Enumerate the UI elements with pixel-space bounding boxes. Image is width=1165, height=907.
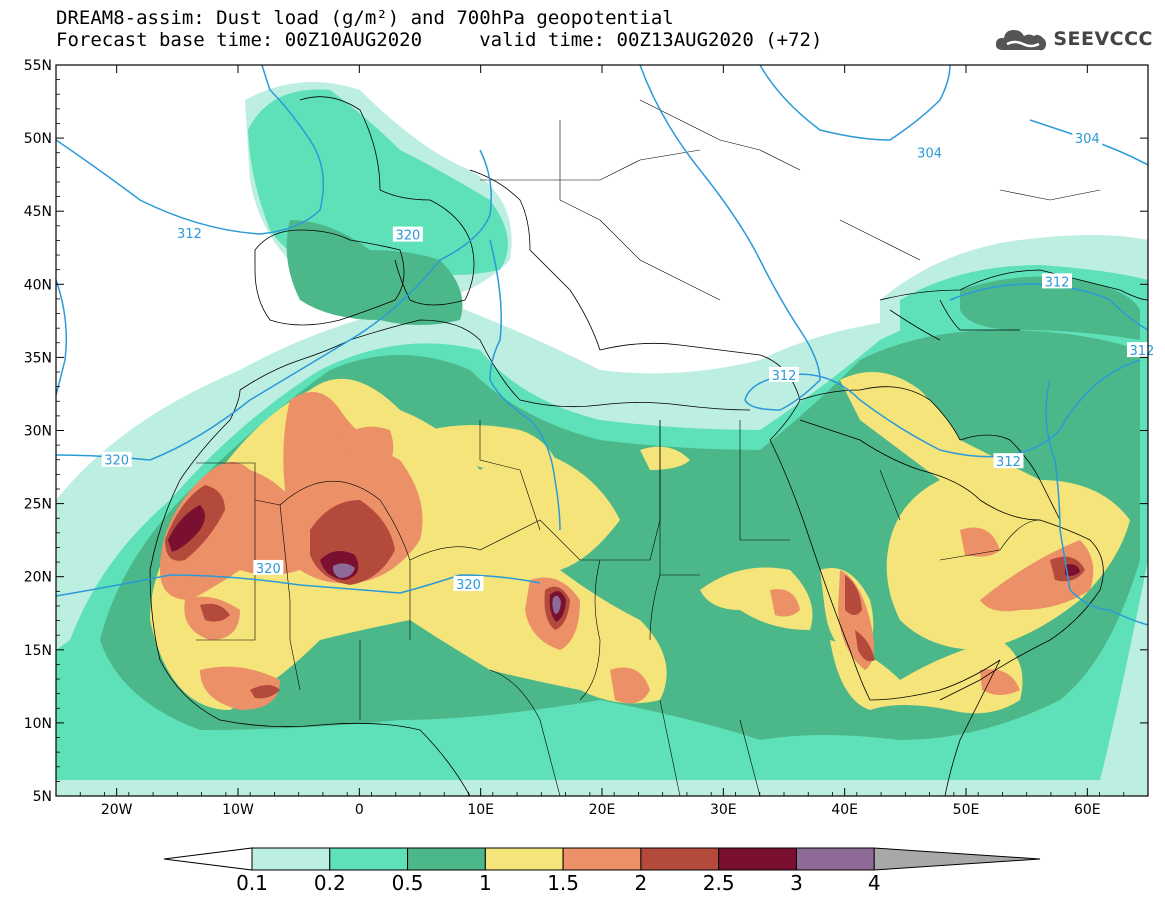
contour-label: 320 [256,562,281,577]
lon-label: 10E [467,802,494,818]
dust-field [56,82,1148,796]
contour-labels: 304 304 312 312 312 312 312 320 320 320 320 [101,130,1157,593]
colorbar-segment [562,847,642,871]
lat-label: 25N [24,497,52,513]
colorbar-label: 4 [868,871,881,895]
contour-label: 320 [104,454,129,469]
colorbar: 0.1 0.2 0.5 1 1.5 2 2.5 3 4 [163,847,1041,895]
colorbar-low-arrow [163,847,253,871]
lat-label: 30N [24,424,52,440]
colorbar-label: 0.1 [236,871,268,895]
lat-label: 5N [33,789,52,805]
contour-label: 312 [177,227,202,242]
geopotential-contours [56,65,1148,626]
contour-label-box [1072,130,1103,146]
lon-label: 40E [831,802,858,818]
cloud-logo-icon [996,30,1047,51]
contour-label-box [914,144,945,160]
contour-label: 312 [1045,275,1070,290]
lat-label: 45N [24,204,52,220]
contour-label: 312 [772,369,797,384]
colorbar-segment [640,847,720,871]
logo-text: SEEVCCC [1053,28,1153,50]
colorbar-label: 0.5 [392,871,424,895]
lat-label: 35N [24,350,52,366]
colorbar-segment [251,847,331,871]
colorbar-label: 2.5 [703,871,735,895]
coastlines [149,96,1148,796]
contour-label-box [993,453,1024,469]
colorbar-label: 0.2 [314,871,346,895]
lat-label: 50N [24,131,52,147]
colorbar-segment [795,847,875,871]
colorbar-label: 2 [635,871,648,895]
colorbar-segment [329,847,409,871]
colorbar-segment [407,847,486,871]
lon-label: 60E [1074,802,1101,818]
lon-label: 0 [355,802,364,818]
lon-label: 10W [222,802,254,818]
contour-label: 320 [395,229,420,244]
contour-label: 320 [456,578,481,593]
lat-label: 15N [24,643,52,659]
colorbar-segment [484,847,564,871]
colorbar-label: 3 [790,871,803,895]
colorbar-label: 1 [479,871,492,895]
map-subtitle: Forecast base time: 00Z10AUG2020 valid t… [56,29,823,51]
contour-label-box [1042,273,1072,289]
latitude-axis: 55N 50N 45N 40N 35N 30N 25N 20N 15N 10N 5N [24,58,1148,805]
contour-label-box [453,576,484,592]
contour-label: 304 [917,147,942,162]
contour-label-box [253,559,284,575]
contour-label: 312 [1130,344,1155,359]
lon-label: 30E [710,802,737,818]
contour-label-box [1126,342,1157,358]
longitude-axis: 20W 10W 0 10E 20E 30E 40E 50E 60E [55,65,1149,818]
map-title: DREAM8-assim: Dust load (g/m²) and 700hP… [56,7,674,29]
lat-label: 20N [24,570,52,586]
contour-label: 312 [996,455,1021,470]
contour-label-box [101,451,132,467]
seevccc-logo: SEEVCCC [993,24,1153,54]
contour-label-box [174,225,205,241]
dust-level-3 [332,563,561,614]
contour-label-box [769,366,799,382]
lon-label: 20W [101,802,133,818]
colorbar-high-arrow [873,847,1041,871]
lat-label: 40N [24,277,52,293]
lon-label: 50E [953,802,980,818]
contour-label: 304 [1075,132,1100,147]
lon-label: 20E [589,802,616,818]
colorbar-label: 1.5 [547,871,579,895]
country-borders [196,99,1101,796]
contour-label-box [392,226,423,242]
lat-label: 10N [24,716,52,732]
colorbar-segment [718,847,797,871]
lat-label: 55N [24,58,52,74]
